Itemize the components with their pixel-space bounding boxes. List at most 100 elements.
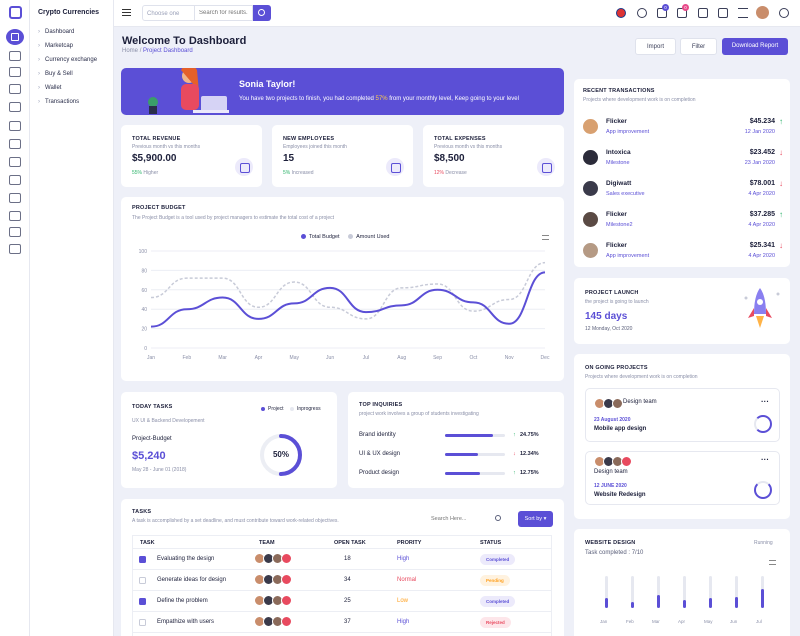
flag-icon[interactable] [616, 8, 626, 18]
lock-icon[interactable] [9, 211, 21, 221]
task-checkbox[interactable] [139, 556, 146, 563]
fullscreen-icon[interactable] [718, 8, 728, 18]
inquiries-title: TOP INQUIRIES [359, 402, 403, 408]
project-date: 12 JUNE 2020 [594, 483, 627, 489]
pie-icon[interactable] [9, 157, 21, 167]
stat-delta-pct: 5% [283, 170, 291, 176]
layers-icon[interactable] [9, 139, 21, 149]
transactions-sub: Projects where development work is on co… [583, 97, 696, 103]
moon-icon[interactable] [637, 8, 647, 18]
task-checkbox[interactable] [139, 577, 146, 584]
more-icon[interactable]: ··· [761, 455, 769, 464]
menu-item-buy-sell[interactable]: Buy & Sell [38, 71, 73, 77]
arrow-up-icon: ↑ [513, 432, 516, 438]
filter-button[interactable]: Filter [680, 38, 717, 55]
import-button[interactable]: Import [635, 38, 676, 55]
x-tick-label: Apr [255, 355, 263, 361]
inquiry-percent: 12.34% [520, 451, 539, 457]
menu-lines-icon[interactable] [738, 8, 748, 18]
search-icon[interactable] [495, 515, 501, 521]
search-button[interactable] [253, 5, 271, 21]
transaction-role: Milestone2 [606, 222, 633, 228]
breadcrumb: Home / Project Dashboard [122, 48, 193, 54]
legend-inprogress: Inprogress [296, 406, 321, 412]
stat-delta-pct: 55% [132, 170, 143, 176]
menu-item-currency-exchange[interactable]: Currency exchange [38, 57, 97, 63]
stat-delta-pct: 12% [434, 170, 445, 176]
sort-by-button[interactable]: Sort by ▾ [518, 511, 553, 527]
avatar [583, 150, 598, 165]
list-icon[interactable] [9, 193, 21, 203]
legend-used: Amount Used [356, 234, 390, 240]
priority: Low [397, 598, 409, 604]
month-label: Apr [678, 619, 686, 624]
today-tasks-card: TODAY TASKS UX UI & Backend Developement… [121, 392, 337, 488]
project-card[interactable]: Design team ··· 12 JUNE 2020 Website Red… [585, 451, 780, 505]
stat-sub: Previous month vs this months [132, 144, 201, 150]
transaction-row[interactable]: Flicker App improvement $45.234 12 Jan 2020… [583, 117, 783, 145]
choose-select[interactable]: Choose one [142, 5, 195, 21]
today-legend: Project Inprogress [261, 406, 321, 412]
stat-sub: Previous month vs this months [434, 144, 503, 150]
tasks-search-input[interactable] [431, 513, 507, 525]
gear-icon[interactable] [779, 8, 789, 18]
task-checkbox[interactable] [139, 619, 146, 626]
logo-icon[interactable] [9, 6, 22, 19]
rocket-icon [744, 288, 780, 328]
x-tick-label: May [290, 355, 300, 361]
transaction-name: Digiwatt [606, 180, 632, 187]
grid-icon[interactable] [9, 84, 21, 94]
project-team: Design team [623, 399, 657, 405]
budget-title: PROJECT BUDGET [132, 205, 186, 211]
progress-bar-fill [657, 595, 660, 608]
transactions-title: RECENT TRANSACTIONS [583, 88, 655, 94]
download-label: Download Report [731, 43, 779, 49]
hamburger-icon[interactable] [122, 9, 131, 16]
chart-menu-icon[interactable] [542, 235, 549, 240]
menu-item-dashboard[interactable]: Dashboard [38, 29, 74, 35]
download-report-button[interactable]: Download Report [722, 38, 788, 55]
document-icon[interactable] [9, 102, 21, 112]
apps-icon[interactable] [698, 8, 708, 18]
home-icon[interactable] [6, 29, 24, 45]
team-avatars [254, 595, 292, 608]
budget-sub: The Project Budget is a tool used by pro… [132, 215, 335, 221]
avatar [281, 574, 292, 585]
chart-icon[interactable] [9, 244, 21, 254]
banner-percent: 57% [375, 96, 388, 102]
transaction-row[interactable]: Flicker Milestone2 $37.285 4 Apr 2020 ↑ [583, 210, 783, 238]
legend-dot-total [301, 234, 306, 240]
breadcrumb-home[interactable]: Home [122, 48, 139, 54]
user-avatar[interactable] [756, 6, 769, 19]
avatar [583, 181, 598, 196]
search-input[interactable] [195, 5, 253, 21]
store-icon[interactable] [9, 67, 21, 77]
transaction-row[interactable]: Intoxica Milestone $23.452 23 Jan 2020 ↓ [583, 148, 783, 176]
stat-delta: 5% Increased [283, 170, 314, 176]
box-icon[interactable] [9, 121, 21, 131]
more-icon[interactable]: ··· [761, 397, 769, 406]
y-tick-label: 100 [139, 249, 148, 255]
transaction-row[interactable]: Digiwatt Sales executive $78.001 4 Apr 2020… [583, 179, 783, 207]
chart-menu-icon[interactable] [769, 560, 776, 565]
project-launch-card: PROJECT LAUNCH the project is going to l… [574, 278, 790, 344]
progress-bar-fill [683, 600, 686, 608]
expenses-icon [537, 158, 555, 176]
table-divider [132, 548, 552, 549]
transaction-row[interactable]: Flicker App improvement $25.341 4 Apr 2020 ↓ [583, 241, 783, 269]
brand-title: Crypto Currencies [38, 9, 100, 16]
legend-dot-project [261, 406, 265, 411]
task-checkbox[interactable] [139, 598, 146, 605]
menu-item-marketcap[interactable]: Marketcap [38, 43, 73, 49]
banner-text-pre: You have two projects to finish, you had… [239, 96, 376, 102]
file-icon[interactable] [9, 227, 21, 237]
project-card[interactable]: Design team ··· 23 August 2020 Mobile ap… [585, 388, 780, 442]
wallet-icon[interactable] [9, 51, 21, 61]
book-icon[interactable] [9, 175, 21, 185]
x-tick-label: Jul [363, 355, 369, 361]
menu-item-wallet[interactable]: Wallet [38, 85, 61, 91]
table-row: Define the problem 25 Low Completed [132, 591, 552, 612]
y-tick-label: 0 [144, 346, 147, 352]
menu-item-transactions[interactable]: Transactions [38, 99, 79, 105]
month-label: Jan [600, 619, 608, 624]
